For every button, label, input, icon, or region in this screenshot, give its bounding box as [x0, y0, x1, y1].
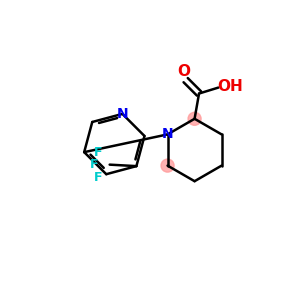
Text: O: O	[178, 64, 191, 79]
Text: N: N	[162, 128, 173, 141]
Text: N: N	[117, 107, 128, 121]
Text: F: F	[90, 158, 98, 170]
Text: OH: OH	[217, 79, 242, 94]
Circle shape	[161, 159, 174, 172]
Text: F: F	[94, 146, 103, 159]
Text: F: F	[94, 171, 103, 184]
Circle shape	[188, 112, 201, 125]
